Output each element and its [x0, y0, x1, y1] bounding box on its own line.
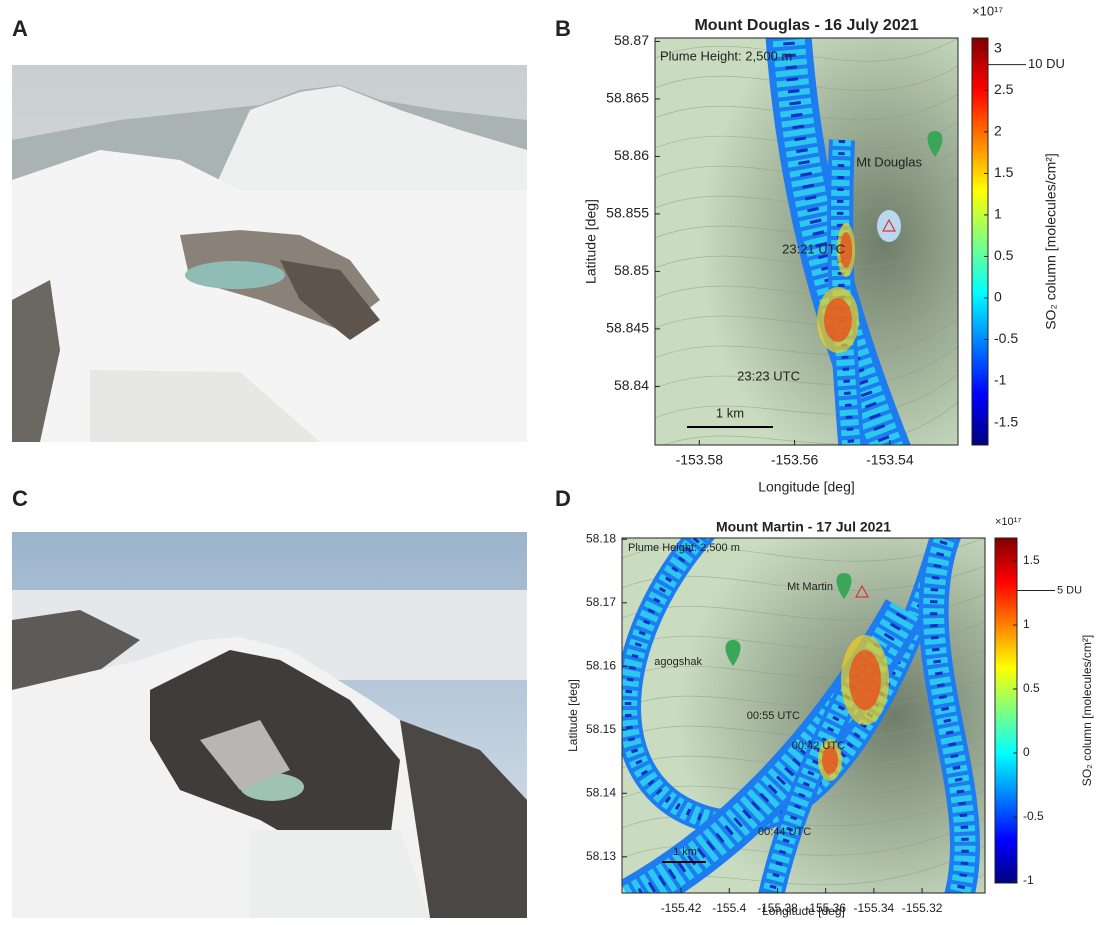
annotation: 23:23 UTC [737, 368, 800, 383]
y-tick-label: 58.855 [606, 205, 649, 221]
annotation: 00:42 UTC [792, 740, 845, 752]
hotspot [824, 298, 852, 342]
x-tick-label: -153.54 [866, 452, 914, 468]
x-axis-label: Longitude [deg] [758, 479, 855, 495]
annotation: agogshak [654, 656, 702, 668]
crater-lake [877, 210, 901, 242]
colorbar-label: SO₂ column [molecules/cm²] [1080, 635, 1094, 786]
colorbar-tick-label: -0.5 [1023, 809, 1044, 823]
y-tick-label: 58.16 [586, 658, 616, 672]
annotation: Plume Height: 2,500 m [628, 542, 740, 554]
colorbar-tick-label: 3 [994, 40, 1002, 56]
colorbar-tick-label: 1.5 [1023, 553, 1040, 567]
y-tick-label: 58.865 [606, 90, 649, 106]
colorbar-tick-label: 1 [1023, 617, 1030, 631]
y-tick-label: 58.85 [614, 262, 649, 278]
y-tick-label: 58.15 [586, 722, 616, 736]
colorbar-tick-label: 1 [994, 206, 1002, 222]
colorbar-tick-label: 0.5 [1023, 681, 1040, 695]
colorbar-tick-label: -1 [994, 372, 1007, 388]
x-tick-label: -153.56 [771, 452, 819, 468]
y-tick-label: 58.18 [586, 531, 616, 545]
y-tick-label: 58.87 [614, 32, 649, 48]
map-panel: -155.42-155.4-155.38-155.36-155.34-155.3… [566, 516, 1094, 920]
photo-c [12, 532, 527, 918]
annotation: 00:55 UTC [747, 710, 800, 722]
photo-a [12, 65, 527, 442]
y-tick-label: 58.84 [614, 377, 649, 393]
annotation: 1 km [716, 405, 744, 420]
panel-label: D [555, 486, 571, 511]
figure: A B C D -153.58 -153.56 -153.54 58.84 58.845 58.8… [0, 0, 1099, 920]
colorbar-tick-label: 2 [994, 123, 1002, 139]
panel-label: C [12, 486, 28, 511]
y-axis-label: Latitude [deg] [583, 199, 599, 284]
colorbar-exponent: ×10¹⁷ [995, 516, 1021, 528]
colorbar-label: SO₂ column [molecules/cm²] [1043, 153, 1059, 330]
y-axis-label: Latitude [deg] [566, 679, 580, 752]
colorbar-tick-label: -0.5 [994, 330, 1018, 346]
hotspot [849, 650, 881, 710]
du-marker-label: 5 DU [1057, 584, 1082, 596]
annotation: Plume Height: 2,500 m [660, 48, 792, 63]
annotation: 1 km [673, 846, 697, 858]
y-tick-label: 58.845 [606, 320, 649, 336]
chart-title: Mount Martin - 17 Jul 2021 [716, 519, 891, 535]
colorbar [995, 538, 1017, 883]
chart-title: Mount Douglas - 16 July 2021 [694, 17, 918, 34]
annotation: 00:44 UTC [758, 826, 811, 838]
x-tick-label: -155.34 [854, 901, 895, 915]
x-axis-label: Longitude [deg] [762, 904, 845, 918]
colorbar-tick-label: 1.5 [994, 164, 1014, 180]
y-tick-label: 58.13 [586, 849, 616, 863]
panel-label: A [12, 16, 28, 41]
y-tick-label: 58.17 [586, 595, 616, 609]
du-marker-label: 10 DU [1028, 56, 1065, 71]
x-tick-label: -155.4 [712, 901, 746, 915]
colorbar-exponent: ×10¹⁷ [972, 3, 1003, 18]
colorbar-tick-label: -1.5 [994, 413, 1018, 429]
annotation: 23:21 UTC [782, 241, 845, 256]
colorbar-tick-label: 0 [1023, 745, 1030, 759]
colorbar-tick-label: 0 [994, 289, 1002, 305]
panel-label: B [555, 16, 571, 41]
annotation: Mt Martin [787, 581, 833, 593]
colorbar-tick-label: 0.5 [994, 247, 1014, 263]
y-tick-label: 58.86 [614, 147, 649, 163]
colorbar [972, 38, 988, 445]
colorbar-tick-label: -1 [1023, 873, 1034, 887]
x-tick-label: -155.32 [902, 901, 943, 915]
colorbar-tick-label: 2.5 [994, 81, 1014, 97]
map-panel: -153.58 -153.56 -153.54 58.84 58.845 58.85 58.… [583, 3, 1065, 494]
x-tick-label: -155.42 [661, 901, 702, 915]
x-tick-label: -153.58 [676, 452, 724, 468]
annotation: Mt Douglas [856, 154, 922, 169]
y-tick-label: 58.14 [586, 785, 616, 799]
